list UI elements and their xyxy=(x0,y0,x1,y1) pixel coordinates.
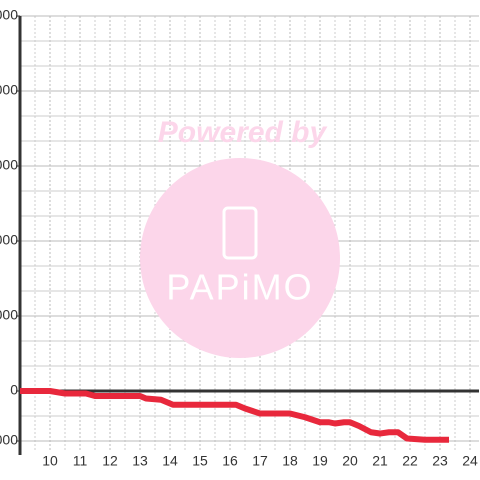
x-tick-label: 20 xyxy=(342,453,358,469)
y-tick-label: -20,000 xyxy=(0,432,18,448)
x-tick-label: 13 xyxy=(132,453,148,469)
phone-icon xyxy=(222,206,258,260)
watermark-text: PAPiMO xyxy=(166,267,313,308)
y-tick-label: 150,000 xyxy=(0,7,18,23)
watermark: Powered by PAPiMO xyxy=(140,116,340,358)
x-tick-label: 11 xyxy=(73,453,88,469)
x-tick-label: 18 xyxy=(282,453,298,469)
x-tick-label: 24 xyxy=(462,453,478,469)
x-tick-label: 17 xyxy=(252,453,268,469)
x-tick-label: 14 xyxy=(162,453,178,469)
y-tick-label: 0 xyxy=(10,382,18,398)
y-tick-label: 30,000 xyxy=(0,307,18,323)
x-tick-label: 15 xyxy=(192,453,208,469)
x-tick-label: 23 xyxy=(432,453,448,469)
y-tick-label: 90,000 xyxy=(0,157,18,173)
x-tick-label: 22 xyxy=(402,453,418,469)
y-tick-label: 120,000 xyxy=(0,82,18,98)
watermark-text: Powered by xyxy=(158,116,328,149)
y-tick-label: 60,000 xyxy=(0,232,18,248)
data-line xyxy=(20,388,449,443)
x-tick-label: 12 xyxy=(102,453,118,469)
x-tick-label: 19 xyxy=(312,453,328,469)
x-tick-label: 10 xyxy=(42,453,58,469)
x-tick-label: 21 xyxy=(372,453,388,469)
x-tick-label: 16 xyxy=(222,453,238,469)
